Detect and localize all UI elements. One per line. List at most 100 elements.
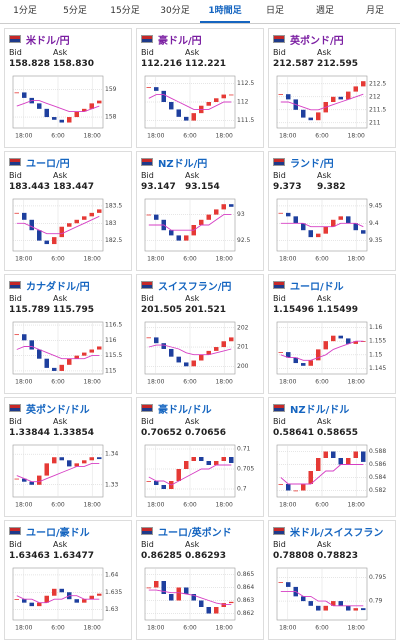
- rate-card[interactable]: ユーロ/豪ドル Bid Ask 1.63463 1.63477 1.63 1.635 1.64…: [4, 520, 132, 640]
- label-row: Bid Ask: [9, 171, 127, 180]
- pair-name[interactable]: 米ドル/スイスフラン: [290, 527, 384, 539]
- pair-name[interactable]: スイスフラン/円: [158, 281, 232, 293]
- candle: [146, 587, 151, 589]
- pair-name[interactable]: カナダドル/円: [26, 281, 90, 293]
- candle: [82, 599, 87, 603]
- rate-card[interactable]: 米ドル/円 Bid Ask 158.828 158.830 158 159 18:00 6:00…: [4, 28, 132, 148]
- card-header: NZドル/ドル: [273, 401, 391, 416]
- candle: [293, 216, 298, 224]
- rate-card[interactable]: 豪ドル/円 Bid Ask 112.216 112.221 111.5 112 112.5 18…: [136, 28, 264, 148]
- candle: [37, 602, 42, 607]
- tab[interactable]: 1時間足: [200, 0, 250, 23]
- candle: [229, 601, 234, 604]
- candle: [308, 230, 313, 238]
- candle: [278, 94, 283, 95]
- pair-name[interactable]: 豪ドル/ドル: [158, 404, 212, 416]
- bid-label: Bid: [141, 540, 154, 549]
- pair-name[interactable]: ランド/円: [290, 158, 334, 170]
- bid-value: 1.63463: [9, 551, 50, 561]
- rate-card[interactable]: 英ポンド/ドル Bid Ask 1.33844 1.33854 1.33 1.34 18:00…: [4, 397, 132, 517]
- candle: [286, 94, 291, 100]
- y-tick-label: 1.145: [369, 365, 386, 372]
- candle: [176, 469, 181, 481]
- tab[interactable]: 15分足: [110, 6, 140, 16]
- moving-average: [280, 93, 364, 111]
- x-tick-label: 18:00: [15, 379, 32, 386]
- rate-card[interactable]: スイスフラン/円 Bid Ask 201.505 201.521 200 201 202 18:…: [136, 274, 264, 394]
- card-header: 豪ドル/ドル: [141, 401, 259, 416]
- rate-card[interactable]: ユーロ/円 Bid Ask 183.443 183.447 182.5 183 183.5 18…: [4, 151, 132, 271]
- pair-name[interactable]: ユーロ/英ポンド: [158, 527, 232, 539]
- pair-name[interactable]: ユーロ/豪ドル: [26, 527, 90, 539]
- ask-value: 9.382: [317, 182, 346, 192]
- flag-icon: [273, 527, 285, 535]
- x-tick-label: 18:00: [348, 133, 365, 140]
- rate-card[interactable]: カナダドル/円 Bid Ask 115.789 115.795 115 115.5 116 11…: [4, 274, 132, 394]
- rate-card[interactable]: 英ポンド/円 Bid Ask 212.587 212.595 211 211.5 212 212…: [268, 28, 396, 148]
- value-row: 183.443 183.447: [9, 182, 127, 192]
- pair-name[interactable]: NZドル/ドル: [290, 404, 350, 416]
- pair-name[interactable]: 英ポンド/円: [290, 35, 344, 47]
- candle: [199, 457, 204, 461]
- timeframe-tabs: 1分足 5分足 15分足 30分足 1時間足 日足 週足 月足: [0, 0, 400, 24]
- candle: [169, 102, 174, 110]
- pair-name[interactable]: NZドル/円: [158, 158, 208, 170]
- candle: [191, 457, 196, 461]
- rate-card[interactable]: 米ドル/スイスフラン Bid Ask 0.78808 0.78823 0.79 0.795 1…: [268, 520, 396, 640]
- candle: [229, 457, 234, 463]
- candle: [353, 451, 358, 458]
- rate-card[interactable]: 豪ドル/ドル Bid Ask 0.70652 0.70656 0.7 0.705 0.71 18…: [136, 397, 264, 517]
- candle: [154, 337, 159, 344]
- candle: [206, 350, 211, 355]
- pair-name[interactable]: ユーロ/円: [26, 158, 70, 170]
- tab[interactable]: 週足: [315, 6, 334, 16]
- candle: [89, 349, 94, 353]
- x-tick-label: 18:00: [216, 256, 233, 263]
- bid-label: Bid: [273, 171, 286, 180]
- rate-card[interactable]: ユーロ/ドル Bid Ask 1.15496 1.15499 1.145 1.15 1.155…: [268, 274, 396, 394]
- y-tick-label: 1.63: [105, 606, 119, 613]
- candle: [74, 355, 79, 359]
- rate-card[interactable]: NZドル/円 Bid Ask 93.147 93.154 92.5 93 18:00 6:00 1…: [136, 151, 264, 271]
- x-tick-label: 18:00: [15, 502, 32, 509]
- pair-name[interactable]: 英ポンド/ドル: [26, 404, 90, 416]
- moving-average: [16, 215, 100, 235]
- y-tick-label: 183.5: [105, 202, 122, 209]
- mini-chart: 0.582 0.584 0.586 0.588 18:00 6:00 18:00: [276, 444, 386, 509]
- tab[interactable]: 月足: [365, 6, 384, 16]
- candle: [316, 458, 321, 471]
- moving-average: [280, 464, 364, 485]
- tab[interactable]: 日足: [265, 6, 284, 16]
- candle: [346, 605, 351, 611]
- y-tick-label: 0.584: [369, 474, 386, 481]
- tab[interactable]: 5分足: [63, 6, 87, 16]
- candle: [169, 230, 174, 236]
- pair-name[interactable]: 豪ドル/円: [158, 35, 202, 47]
- candle: [82, 352, 87, 356]
- label-row: Bid Ask: [9, 417, 127, 426]
- ask-value: 183.447: [53, 182, 94, 192]
- x-tick-label: 6:00: [183, 502, 197, 509]
- y-tick-label: 183: [105, 220, 117, 227]
- card-header: ユーロ/豪ドル: [9, 524, 127, 539]
- y-tick-label: 0.864: [237, 584, 254, 591]
- pair-name[interactable]: 米ドル/円: [26, 35, 70, 47]
- bid-value: 212.587: [273, 59, 314, 69]
- y-tick-label: 211.5: [369, 106, 386, 113]
- candle: [229, 204, 234, 207]
- y-tick-label: 211: [369, 119, 381, 126]
- ask-label: Ask: [53, 48, 68, 57]
- candle: [89, 595, 94, 600]
- x-tick-label: 18:00: [147, 625, 164, 632]
- candle: [29, 481, 34, 485]
- value-row: 0.58641 0.58655: [273, 428, 391, 438]
- candle: [331, 335, 336, 342]
- rate-card[interactable]: ランド/円 Bid Ask 9.373 9.382 9.35 9.4 9.45 18:00 6:0…: [268, 151, 396, 271]
- x-tick-label: 18:00: [348, 625, 365, 632]
- candle: [338, 216, 343, 220]
- rate-card[interactable]: NZドル/ドル Bid Ask 0.58641 0.58655 0.582 0.584 0.5…: [268, 397, 396, 517]
- tab[interactable]: 1分足: [13, 6, 37, 16]
- rate-card[interactable]: ユーロ/英ポンド Bid Ask 0.86285 0.86293 0.862 0.863 0.…: [136, 520, 264, 640]
- pair-name[interactable]: ユーロ/ドル: [290, 281, 344, 293]
- tab[interactable]: 30分足: [160, 6, 190, 16]
